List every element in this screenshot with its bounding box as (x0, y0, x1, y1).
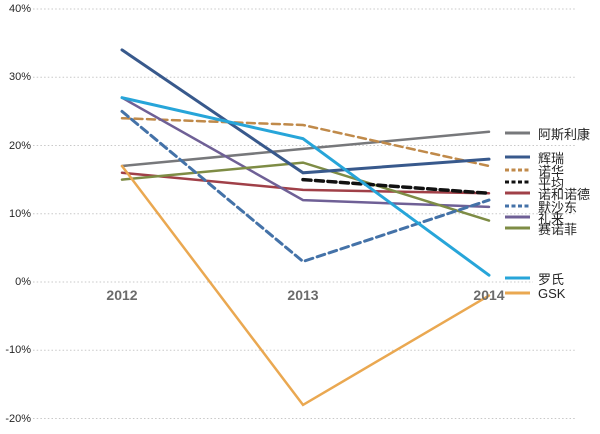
y-tick-label: -20% (5, 412, 31, 425)
legend-label-msd: 默沙东 (538, 199, 578, 215)
series-line-astrazeneca (120, 130, 491, 168)
legend-item-average: 平均 (505, 174, 565, 191)
legend-label-pfizer: 辉瑞 (538, 150, 565, 166)
x-tick-label: 2012 (106, 287, 138, 303)
legend-item-gsk: GSK (505, 285, 565, 301)
x-tick-label: 2014 (473, 287, 505, 303)
legend-item-pfizer: 辉瑞 (505, 149, 565, 166)
legend-label-astrazeneca: 阿斯利康 (538, 126, 591, 142)
legend-label-lilly: 礼来 (538, 210, 565, 226)
legend-label-sanofi: 赛诺菲 (538, 221, 578, 237)
y-tick-label: 40% (8, 3, 31, 15)
y-tick-label: -10% (5, 344, 31, 357)
legend-item-novo-nordisk: 诺和诺德 (505, 185, 591, 202)
legend-item-sanofi: 赛诺菲 (505, 220, 578, 237)
legend-item-roche: 罗氏 (505, 270, 565, 287)
legend-label-average: 平均 (538, 175, 565, 191)
legend-label-gsk: GSK (538, 285, 566, 301)
legend-item-astrazeneca: 阿斯利康 (505, 125, 591, 142)
series-line-pfizer (120, 48, 491, 175)
legend-label-roche: 罗氏 (538, 271, 565, 287)
y-tick-label: 10% (8, 207, 31, 220)
legend-item-msd: 默沙东 (505, 198, 578, 215)
series-line-novartis (120, 116, 491, 168)
y-tick-label: 30% (8, 71, 31, 84)
series-line-msd (120, 109, 491, 264)
legend-label-novartis: 诺华 (538, 163, 565, 179)
legend-label-novo-nordisk: 诺和诺德 (538, 186, 591, 202)
legend-item-lilly: 礼来 (505, 209, 565, 226)
y-tick-label: 0% (15, 276, 31, 288)
series-line-sanofi (120, 161, 491, 222)
series-line-gsk (120, 164, 491, 407)
y-tick-label: 20% (8, 139, 31, 152)
series-line-average (301, 177, 491, 196)
x-tick-label: 2013 (287, 287, 319, 303)
series-line-roche (120, 96, 491, 277)
legend-item-novartis: 诺华 (505, 162, 565, 179)
series-line-novo-nordisk (120, 171, 491, 195)
series-line-lilly (120, 96, 491, 209)
